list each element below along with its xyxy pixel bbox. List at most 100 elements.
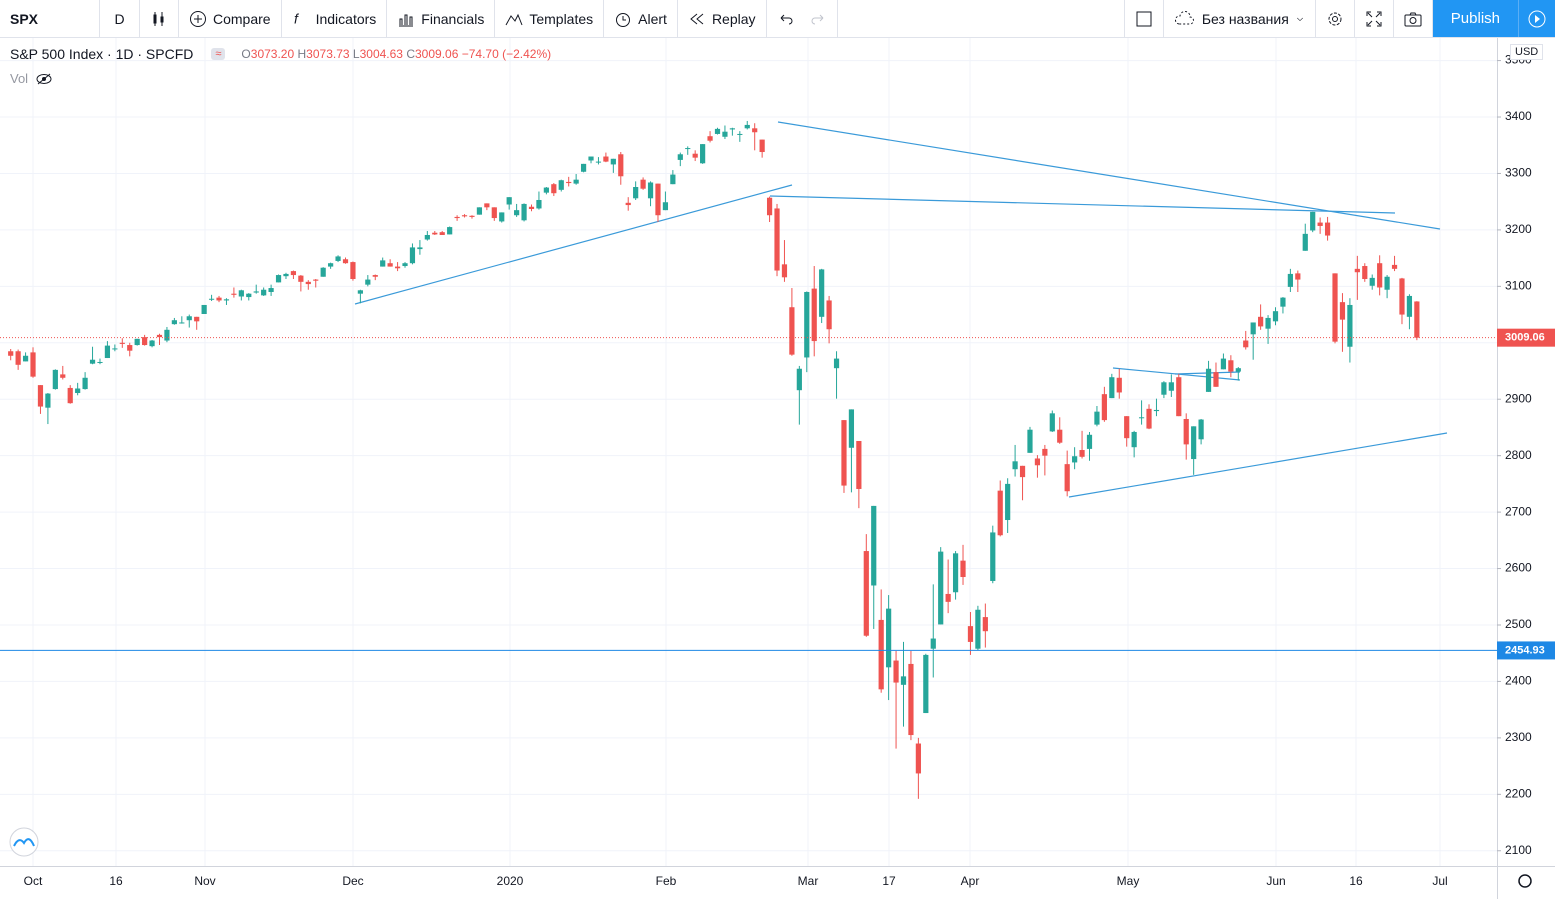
candle-body <box>848 409 855 448</box>
hidden-icon[interactable] <box>36 73 52 85</box>
ohlc: O3073.20 H3073.73 L3004.63 C3009.06 −74.… <box>241 47 551 61</box>
alert[interactable]: Alert <box>604 0 678 37</box>
candle-body <box>67 387 73 404</box>
candle-body <box>1079 450 1085 457</box>
symbol[interactable]: SPX <box>0 0 100 37</box>
candle-body <box>1250 322 1256 335</box>
candle-body <box>566 181 572 184</box>
compare[interactable]: Compare <box>179 0 282 37</box>
candle-body <box>1265 317 1271 329</box>
candle-body <box>700 144 706 164</box>
last-price-label: 3009.06 <box>1505 332 1545 344</box>
candle-body <box>447 227 453 235</box>
candle-body <box>253 291 259 293</box>
candle-body <box>796 368 802 391</box>
volume-legend: Vol <box>10 71 52 86</box>
candle-body <box>1220 358 1227 370</box>
x-tick-label: Feb <box>656 874 677 888</box>
indicators[interactable]: f Indicators <box>282 0 388 37</box>
candle-body <box>759 139 765 153</box>
templates[interactable]: Templates <box>495 0 605 37</box>
candle-body <box>1176 377 1182 417</box>
candle-body <box>380 260 386 267</box>
legend-badge[interactable]: ≈ <box>211 48 226 60</box>
interval[interactable]: D <box>100 0 140 37</box>
candle-body <box>499 212 505 222</box>
undo-redo[interactable] <box>767 0 838 37</box>
play-button[interactable] <box>1518 0 1555 37</box>
candle-body <box>1310 211 1316 231</box>
candle-body <box>878 619 884 690</box>
hline-price-label: 2454.93 <box>1505 644 1545 656</box>
price-axis <box>1497 38 1555 866</box>
candle-body <box>833 358 840 369</box>
candle-body <box>8 351 14 356</box>
candle-body <box>290 271 297 276</box>
y-tick-label: 3100 <box>1505 279 1532 293</box>
legend: S&P 500 Index · 1D · SPCFD ≈ O3073.20 H3… <box>10 46 551 62</box>
label: Без названия <box>1201 10 1289 27</box>
x-tick-label: Jul <box>1432 874 1447 888</box>
candle-body <box>350 262 356 280</box>
candle-body <box>908 663 914 736</box>
candle-body <box>647 182 654 199</box>
candle-body <box>1354 268 1360 273</box>
candle-body <box>655 183 661 216</box>
candle-body <box>841 420 847 486</box>
candle-body <box>1243 340 1249 348</box>
financials[interactable]: Financials <box>387 0 496 37</box>
candle-body <box>186 316 192 321</box>
candle-body <box>1406 295 1413 317</box>
candle-body <box>246 293 252 298</box>
candle-body <box>1258 316 1264 327</box>
settings-icon[interactable] <box>1518 874 1532 888</box>
candle-body <box>1339 302 1346 320</box>
candle-body <box>201 304 207 314</box>
snapshot[interactable] <box>1394 0 1433 37</box>
candle-body <box>893 660 899 683</box>
candle-body <box>514 210 520 216</box>
candle-body <box>744 124 750 129</box>
candle-body <box>766 197 773 216</box>
candle-body <box>1287 273 1293 287</box>
y-tick-label: 2100 <box>1505 843 1532 857</box>
candle-body <box>603 156 609 162</box>
y-tick-label: 2800 <box>1505 448 1532 462</box>
publish-button[interactable]: Publish <box>1432 0 1518 37</box>
replay[interactable]: Replay <box>678 0 767 37</box>
hline-price-box <box>1497 641 1555 660</box>
candle-body <box>625 202 631 206</box>
candle-body <box>1012 461 1018 470</box>
candle-body <box>886 608 892 668</box>
x-tick-label: 2020 <box>497 874 524 888</box>
candle-body <box>305 281 311 285</box>
candle-body <box>543 187 549 193</box>
candle-body <box>774 208 780 271</box>
grid <box>0 38 1497 866</box>
candle-body <box>149 340 155 347</box>
candle-body <box>1057 429 1063 443</box>
layout-name[interactable]: Без названия <box>1164 0 1316 37</box>
candle-body <box>722 131 728 137</box>
label: Alert <box>638 10 667 27</box>
value: 3073.73 <box>306 47 350 61</box>
candle-body <box>1369 277 1375 286</box>
layout-toggle[interactable] <box>1123 0 1164 37</box>
candle-body <box>692 153 698 158</box>
label: C <box>406 47 415 61</box>
trend-line <box>354 184 793 305</box>
candle-body <box>89 359 96 364</box>
candles <box>0 120 1497 799</box>
chart-type[interactable] <box>140 0 179 37</box>
candle-body <box>268 288 274 292</box>
candle-body <box>60 374 66 378</box>
fullscreen[interactable] <box>1355 0 1394 37</box>
candle-body <box>439 232 445 235</box>
y-tick-label: 2900 <box>1505 391 1532 405</box>
candle-body <box>424 234 430 240</box>
candle-body <box>1317 222 1323 226</box>
settings[interactable] <box>1316 0 1355 37</box>
candle-body <box>1124 416 1130 439</box>
